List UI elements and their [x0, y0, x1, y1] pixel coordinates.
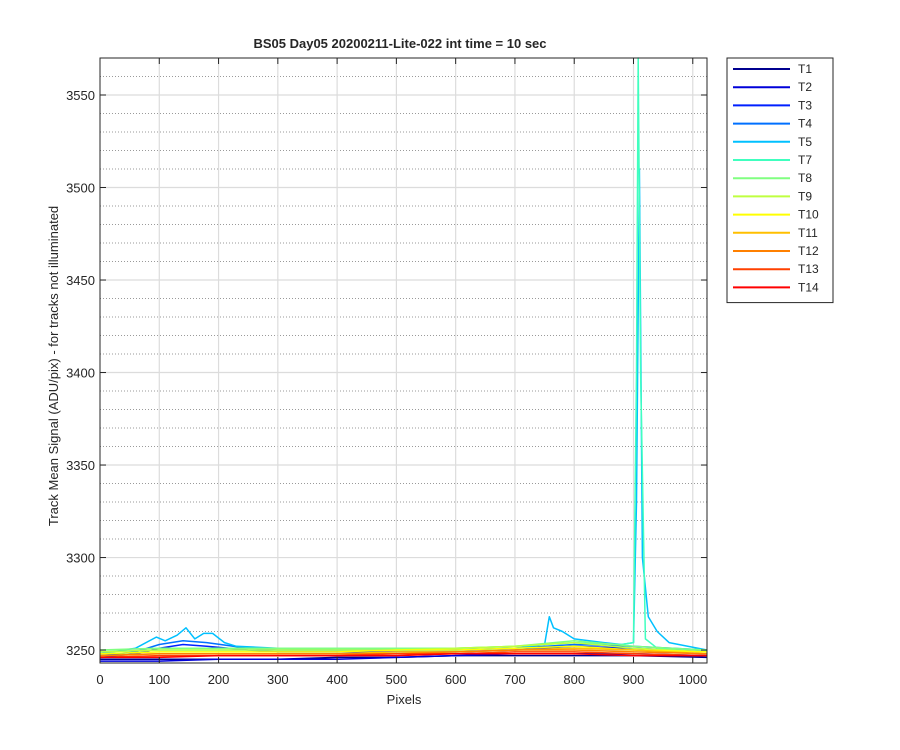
grid — [100, 58, 707, 663]
x-tick-label: 800 — [563, 672, 585, 687]
legend-label: T1 — [798, 62, 812, 76]
legend-label: T12 — [798, 244, 819, 258]
x-tick-label: 300 — [267, 672, 289, 687]
series-line-t14 — [100, 652, 707, 659]
y-tick-label: 3350 — [66, 458, 95, 473]
x-tick-label: 1000 — [678, 672, 707, 687]
ticks: 0 100 200 300 400 500 600 700 800 900 1000 3250 3300… — [66, 58, 707, 687]
y-tick-label: 3300 — [66, 551, 95, 566]
legend-box — [726, 57, 834, 304]
y-axis-label: Track Mean Signal (ADU/pix) - for tracks… — [46, 206, 61, 526]
legend-label: T14 — [798, 280, 819, 294]
legend-label: T3 — [798, 98, 812, 112]
x-tick-label: 200 — [208, 672, 230, 687]
plot-area — [100, 58, 707, 663]
legend-label: T13 — [798, 262, 819, 276]
series-line-t8 — [99, 640, 708, 651]
y-tick-label: 3550 — [66, 88, 95, 103]
y-tick-label: 3450 — [66, 273, 95, 288]
x-tick-label: 700 — [504, 672, 526, 687]
y-tick-label: 3250 — [66, 643, 95, 658]
y-tick-label: 3400 — [66, 366, 95, 381]
x-tick-label: 900 — [623, 672, 645, 687]
x-tick-label: 600 — [445, 672, 467, 687]
legend-label: T2 — [798, 80, 812, 94]
x-tick-label: 500 — [386, 672, 408, 687]
legend-label: T5 — [798, 135, 812, 149]
series-line-t10 — [99, 645, 708, 655]
x-tick-label: 400 — [326, 672, 348, 687]
x-tick-label: 0 — [96, 672, 103, 687]
x-tick-label: 100 — [148, 672, 170, 687]
x-axis-label: Pixels — [387, 692, 422, 707]
y-tick-label: 3500 — [66, 181, 95, 196]
plot-frame — [99, 57, 708, 664]
legend-label: T9 — [798, 189, 812, 203]
legend-label: T11 — [798, 226, 818, 240]
legend: T1 T2 T3 T4 T5 T7 T8 T9 T10 T11 T12 T13 T14 — [726, 57, 834, 304]
legend-label: T7 — [798, 153, 812, 167]
legend-label: T10 — [798, 208, 819, 222]
legend-label: T4 — [798, 117, 812, 131]
legend-label: T8 — [798, 171, 812, 185]
chart-title: BS05 Day05 20200211-Lite-022 int time = … — [253, 36, 546, 51]
